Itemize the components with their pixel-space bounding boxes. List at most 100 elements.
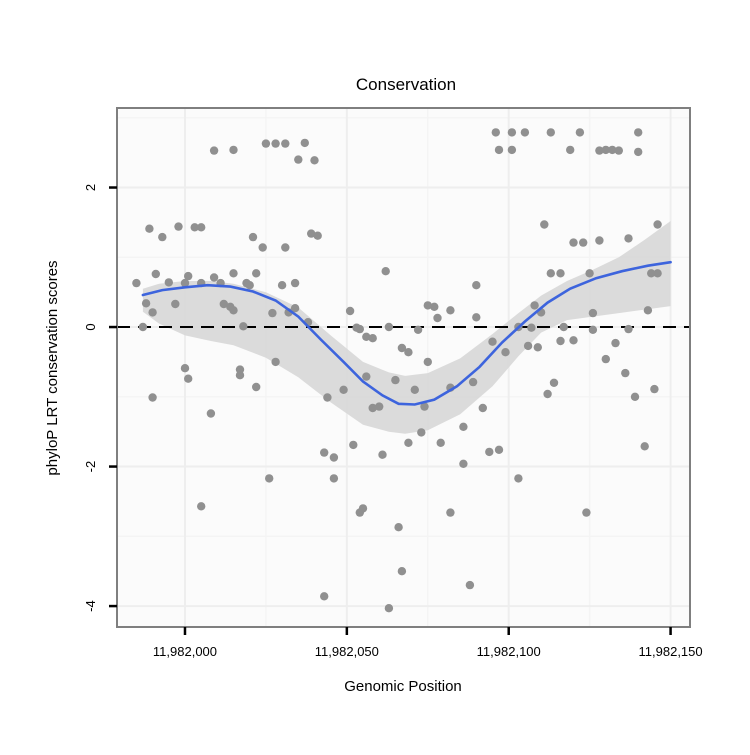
data-point [252, 269, 261, 278]
data-point [148, 308, 157, 317]
data-point [290, 304, 300, 313]
data-point [459, 459, 468, 468]
data-point [197, 502, 206, 511]
data-point [158, 232, 167, 242]
data-point [556, 336, 565, 346]
data-point [219, 299, 228, 309]
data-point [624, 234, 633, 243]
data-point [588, 308, 598, 318]
data-point [653, 269, 662, 278]
data-point [520, 128, 530, 137]
y-axis-title: phyloP LRT conservation scores [44, 260, 61, 475]
data-point [478, 403, 487, 413]
x-tick-label: 11,982,150 [639, 644, 703, 659]
data-point [523, 341, 533, 351]
data-point [320, 448, 329, 457]
data-point [258, 243, 267, 252]
data-point [384, 322, 394, 332]
data-point [141, 299, 151, 308]
data-point [533, 343, 542, 352]
data-point [436, 438, 445, 447]
data-point [261, 139, 271, 148]
x-tick-label: 11,982,100 [477, 644, 541, 659]
data-point [180, 364, 190, 373]
data-point [391, 375, 400, 385]
data-point [417, 428, 426, 437]
data-point [397, 343, 407, 353]
data-point [595, 236, 604, 245]
data-point [239, 322, 248, 331]
data-point [566, 145, 575, 155]
x-tick-label: 11,982,050 [315, 644, 379, 659]
data-point [491, 128, 500, 137]
data-point [410, 385, 419, 394]
data-point [277, 281, 287, 290]
data-point [472, 313, 481, 322]
data-point [300, 138, 309, 148]
data-point [494, 145, 504, 155]
data-point [323, 393, 332, 402]
data-point [588, 325, 598, 334]
data-point [559, 322, 568, 332]
data-point [294, 155, 303, 164]
data-point [381, 267, 390, 276]
data-point [174, 222, 183, 231]
data-point [582, 508, 591, 517]
data-point [549, 378, 559, 387]
data-point [650, 384, 659, 394]
data-point [206, 409, 216, 418]
loess-smooth-line [141, 260, 672, 406]
data-point [546, 128, 555, 137]
data-point [446, 306, 455, 315]
data-point [265, 474, 274, 483]
data-point [329, 453, 339, 462]
data-point [209, 146, 219, 155]
data-point [148, 393, 157, 402]
data-point [229, 145, 238, 155]
data-point [235, 371, 245, 380]
chart-title: Conservation [356, 75, 456, 94]
data-point [368, 334, 377, 343]
data-point [209, 273, 219, 282]
data-point [339, 385, 348, 394]
scatter-points [132, 128, 662, 613]
data-point [643, 306, 653, 315]
y-tick-label: 0 [83, 323, 98, 330]
data-point [640, 442, 649, 451]
data-point [184, 374, 193, 383]
data-point [468, 377, 478, 387]
data-point [579, 238, 588, 247]
data-point [349, 440, 358, 450]
data-point [404, 438, 413, 447]
data-point [485, 447, 494, 457]
data-point [345, 306, 355, 316]
data-point [404, 348, 413, 357]
data-point [423, 301, 432, 310]
x-tick-label: 11,982,000 [153, 644, 217, 659]
data-point [494, 445, 504, 454]
data-point [229, 269, 238, 278]
data-point [430, 302, 439, 311]
data-point [630, 392, 640, 401]
data-point [624, 324, 633, 334]
data-point [647, 269, 656, 278]
data-point [530, 301, 539, 310]
data-point [362, 332, 371, 341]
data-point [190, 223, 199, 232]
y-tick-label: 2 [83, 184, 98, 191]
data-point [245, 281, 254, 290]
data-point [268, 308, 277, 318]
data-point [459, 422, 468, 431]
data-point [171, 299, 180, 309]
data-point [397, 567, 407, 576]
data-point [634, 147, 643, 157]
data-point [271, 139, 280, 148]
data-point [151, 269, 160, 279]
data-point [575, 128, 585, 137]
data-point [281, 139, 290, 148]
data-point [281, 243, 290, 252]
data-point [501, 348, 510, 357]
data-point [355, 324, 364, 334]
